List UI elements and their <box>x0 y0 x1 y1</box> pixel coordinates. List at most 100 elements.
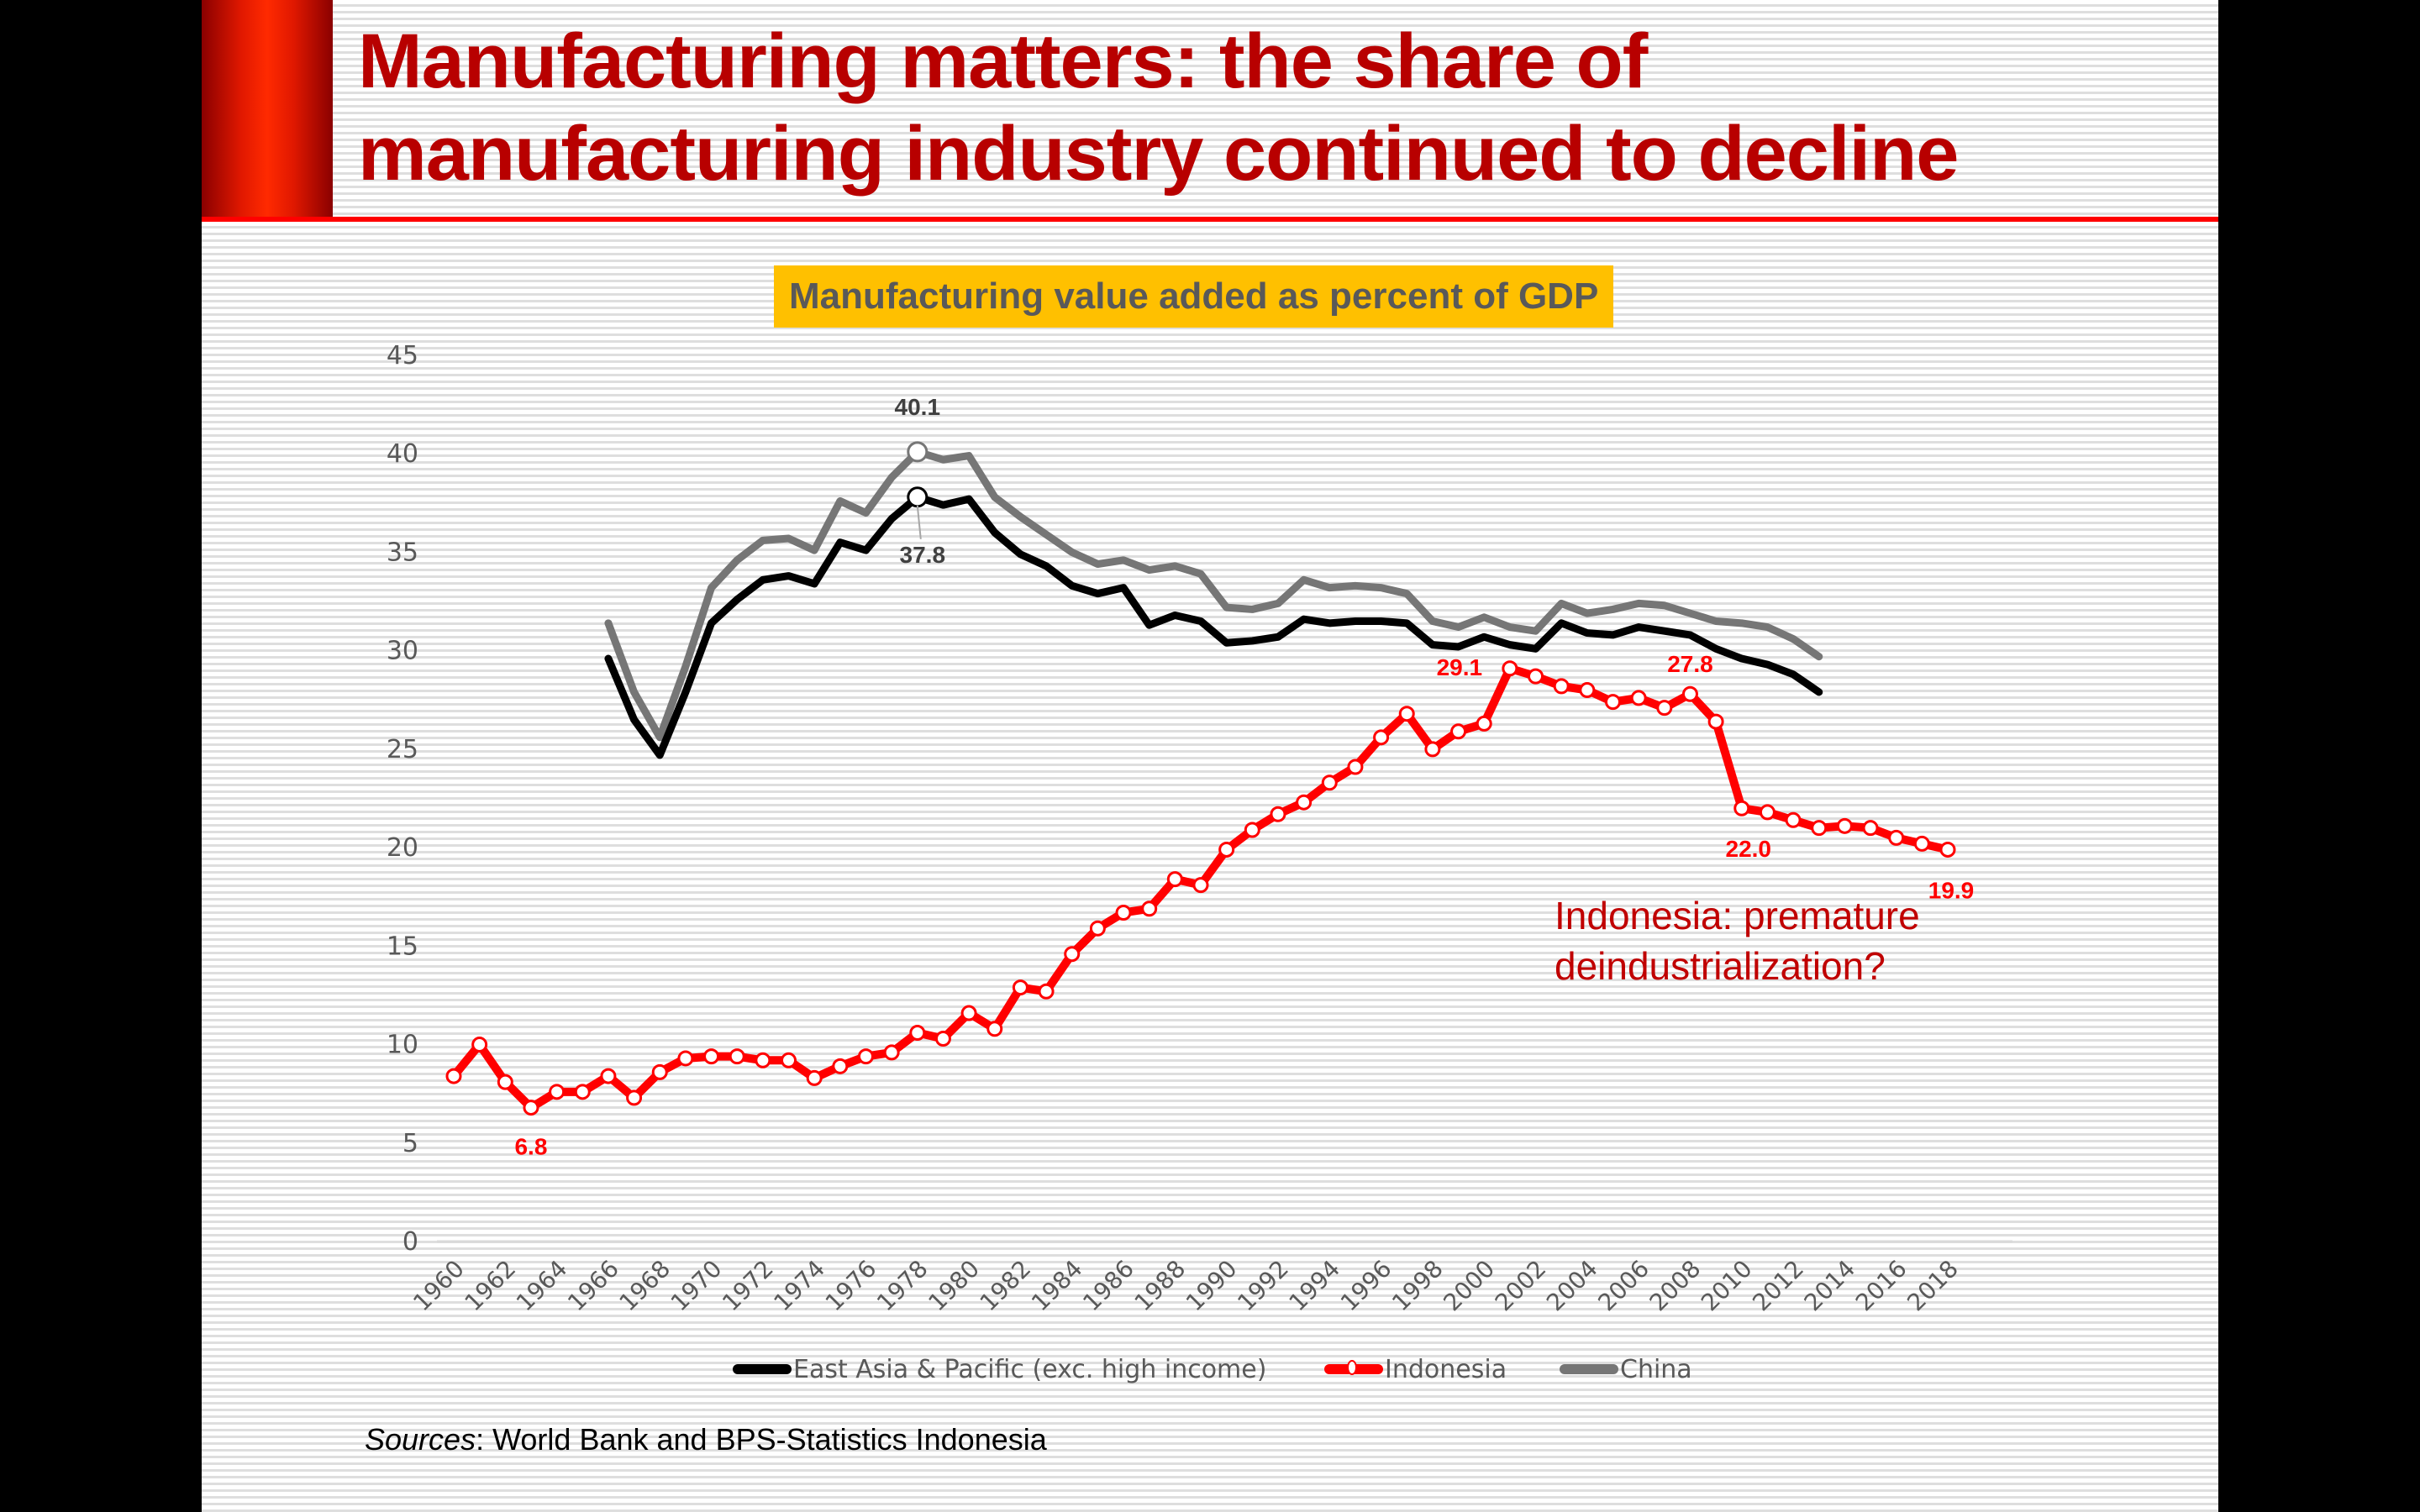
data-point <box>1862 820 1879 837</box>
data-point <box>1785 811 1802 828</box>
x-tick-label: 1982 <box>975 1255 1037 1317</box>
y-tick-label: 25 <box>387 735 418 764</box>
data-point <box>677 1050 694 1067</box>
x-tick-label: 1966 <box>562 1255 624 1317</box>
data-point <box>729 1048 745 1065</box>
data-point <box>1192 877 1209 894</box>
data-point <box>1450 723 1467 740</box>
legend-item-indonesia: Indonesia <box>1324 1352 1507 1386</box>
x-tick-label: 2000 <box>1438 1255 1500 1317</box>
y-tick-label: 0 <box>402 1227 418 1257</box>
x-tick-label: 1986 <box>1077 1255 1139 1317</box>
data-point <box>600 1068 617 1084</box>
data-point <box>471 1037 488 1053</box>
y-tick-label: 15 <box>387 932 418 961</box>
data-point <box>1913 835 1930 852</box>
x-tick-label: 2010 <box>1696 1255 1758 1317</box>
x-tick-label: 2006 <box>1592 1255 1655 1317</box>
x-tick-label: 2008 <box>1644 1255 1707 1317</box>
x-tick-label: 1994 <box>1283 1255 1345 1317</box>
x-tick-label: 2004 <box>1541 1255 1603 1317</box>
data-point <box>1218 841 1235 858</box>
x-tick-label: 2012 <box>1747 1255 1809 1317</box>
data-point <box>1398 706 1415 722</box>
y-tick-label: 5 <box>402 1129 418 1158</box>
data-point <box>832 1058 849 1074</box>
data-point <box>1115 904 1132 921</box>
data-point <box>497 1074 513 1090</box>
data-point <box>1528 668 1544 685</box>
data-point <box>651 1063 668 1080</box>
x-tick-label: 1970 <box>666 1255 728 1317</box>
legend-swatch-red-marker-line-icon <box>1324 1360 1383 1375</box>
data-point <box>1630 690 1647 706</box>
sources-note: Sources: World Bank and BPS-Statistics I… <box>365 1422 1047 1457</box>
x-tick-label: 2018 <box>1902 1255 1964 1317</box>
annotation-line-2: deindustrialization? <box>1555 944 1886 988</box>
legend-label: East Asia & Pacific (exc. high income) <box>793 1354 1267 1384</box>
x-tick-label: 1962 <box>460 1255 522 1317</box>
chart-annotation: Indonesia: premature deindustrialization… <box>1555 890 1920 991</box>
legend-label: China <box>1620 1354 1692 1384</box>
series-china <box>604 448 1823 742</box>
x-tick-label: 2002 <box>1490 1255 1552 1317</box>
leader-line <box>916 505 922 539</box>
data-point <box>1707 713 1724 730</box>
x-tick-label: 1980 <box>923 1255 985 1317</box>
data-point <box>1166 871 1183 888</box>
slide-background <box>202 0 2218 1512</box>
data-labels: 40.1 37.8 6.8 29.1 27.8 22.0 19.9 <box>514 394 1974 1160</box>
data-point <box>1012 979 1028 996</box>
data-label: 27.8 <box>1667 651 1713 677</box>
data-label: 40.1 <box>895 394 941 420</box>
sources-text: : World Bank and BPS-Statistics Indonesi… <box>476 1422 1047 1457</box>
legend-swatch-black-line-icon <box>733 1364 792 1374</box>
data-point <box>445 1068 462 1084</box>
legend-label: Indonesia <box>1385 1354 1507 1384</box>
slide-title-line-1: Manufacturing matters: the share of <box>358 18 1648 104</box>
data-point <box>909 1024 926 1041</box>
data-point <box>1321 774 1338 791</box>
data-point <box>1244 822 1260 838</box>
data-point <box>1141 900 1158 917</box>
x-tick-label: 1990 <box>1181 1255 1243 1317</box>
legend-swatch-gray-line-icon <box>1560 1364 1618 1374</box>
data-label: 37.8 <box>900 542 946 568</box>
accent-bar <box>202 0 333 217</box>
slide-title-line-2: manufacturing industry continued to decl… <box>358 111 1959 197</box>
data-point <box>934 1031 951 1047</box>
data-point <box>523 1100 539 1116</box>
data-point <box>1811 820 1828 837</box>
x-tick-label: 1998 <box>1386 1255 1449 1317</box>
x-tick-label: 2016 <box>1850 1255 1912 1317</box>
data-point <box>1089 920 1106 937</box>
data-point <box>986 1021 1003 1037</box>
data-point <box>1888 829 1905 846</box>
series-line <box>604 493 1823 759</box>
legend-item-china: China <box>1560 1352 1692 1386</box>
series-indonesia <box>445 660 1956 1116</box>
peak-marker <box>907 441 929 463</box>
data-point <box>960 1005 977 1021</box>
x-tick-label: 1974 <box>768 1255 830 1317</box>
data-point <box>1476 715 1492 732</box>
data-point <box>1373 729 1390 746</box>
data-point <box>1681 685 1698 702</box>
data-point <box>574 1084 591 1100</box>
data-point <box>781 1052 797 1068</box>
x-tick-label: 1992 <box>1232 1255 1294 1317</box>
data-point <box>549 1084 566 1100</box>
axes: 0510152025303540451960196219641966196819… <box>387 341 2012 1316</box>
data-point <box>1553 678 1570 695</box>
annotation-line-1: Indonesia: premature <box>1555 894 1920 937</box>
legend-item-east-asia-pacific: East Asia & Pacific (exc. high income) <box>733 1352 1266 1386</box>
data-point <box>1296 794 1313 811</box>
peak-marker <box>907 486 929 508</box>
x-tick-label: 1960 <box>408 1255 470 1317</box>
data-point <box>755 1052 771 1068</box>
data-label: 29.1 <box>1437 654 1483 680</box>
data-point <box>1579 682 1596 699</box>
x-tick-label: 2014 <box>1799 1255 1861 1317</box>
data-label: 19.9 <box>1928 877 1975 903</box>
x-tick-label: 1972 <box>717 1255 779 1317</box>
